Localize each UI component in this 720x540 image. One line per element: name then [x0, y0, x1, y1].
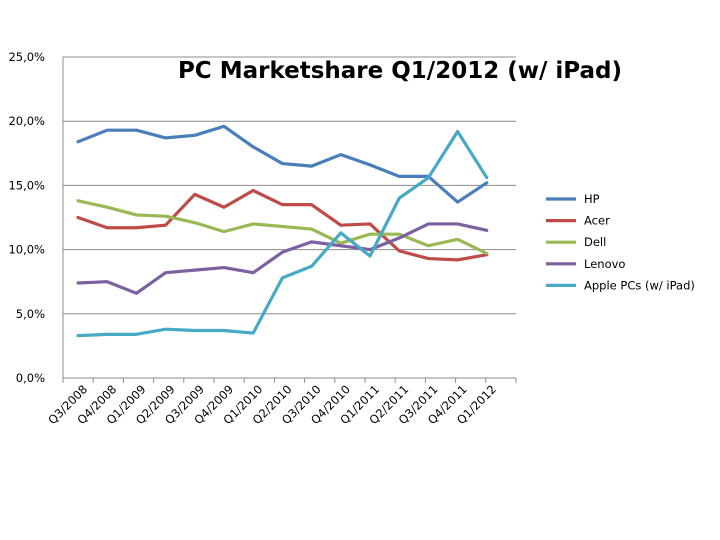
y-tick-label: 5,0% [16, 307, 45, 321]
legend-label: Lenovo [584, 257, 625, 271]
series-lines [76, 124, 489, 338]
y-tick-label: 20,0% [8, 114, 45, 128]
legend-label: Dell [584, 235, 606, 249]
series-line-hp [76, 124, 489, 204]
y-tick-label: 10,0% [8, 243, 45, 257]
gridlines [63, 56, 516, 315]
axes [62, 57, 517, 383]
legend-label: HP [584, 192, 600, 206]
legend-label: Acer [584, 214, 610, 228]
legend-label: Apple PCs (w/ iPad) [584, 278, 695, 292]
y-tick-labels: 0,0% 5,0% 10,0% 15,0% 20,0% 25,0% [8, 50, 45, 385]
y-tick-label: 25,0% [8, 50, 45, 64]
y-tick-label: 15,0% [8, 178, 45, 192]
legend: HP Acer Dell Lenovo Apple PCs (w/ iPad) [546, 192, 695, 292]
y-tick-label: 0,0% [16, 371, 45, 385]
chart-title: PC Marketshare Q1/2012 (w/ iPad) [178, 58, 622, 84]
x-tick-labels: Q3/2008Q4/2008Q1/2009Q2/2009Q3/2009Q4/20… [45, 382, 499, 427]
